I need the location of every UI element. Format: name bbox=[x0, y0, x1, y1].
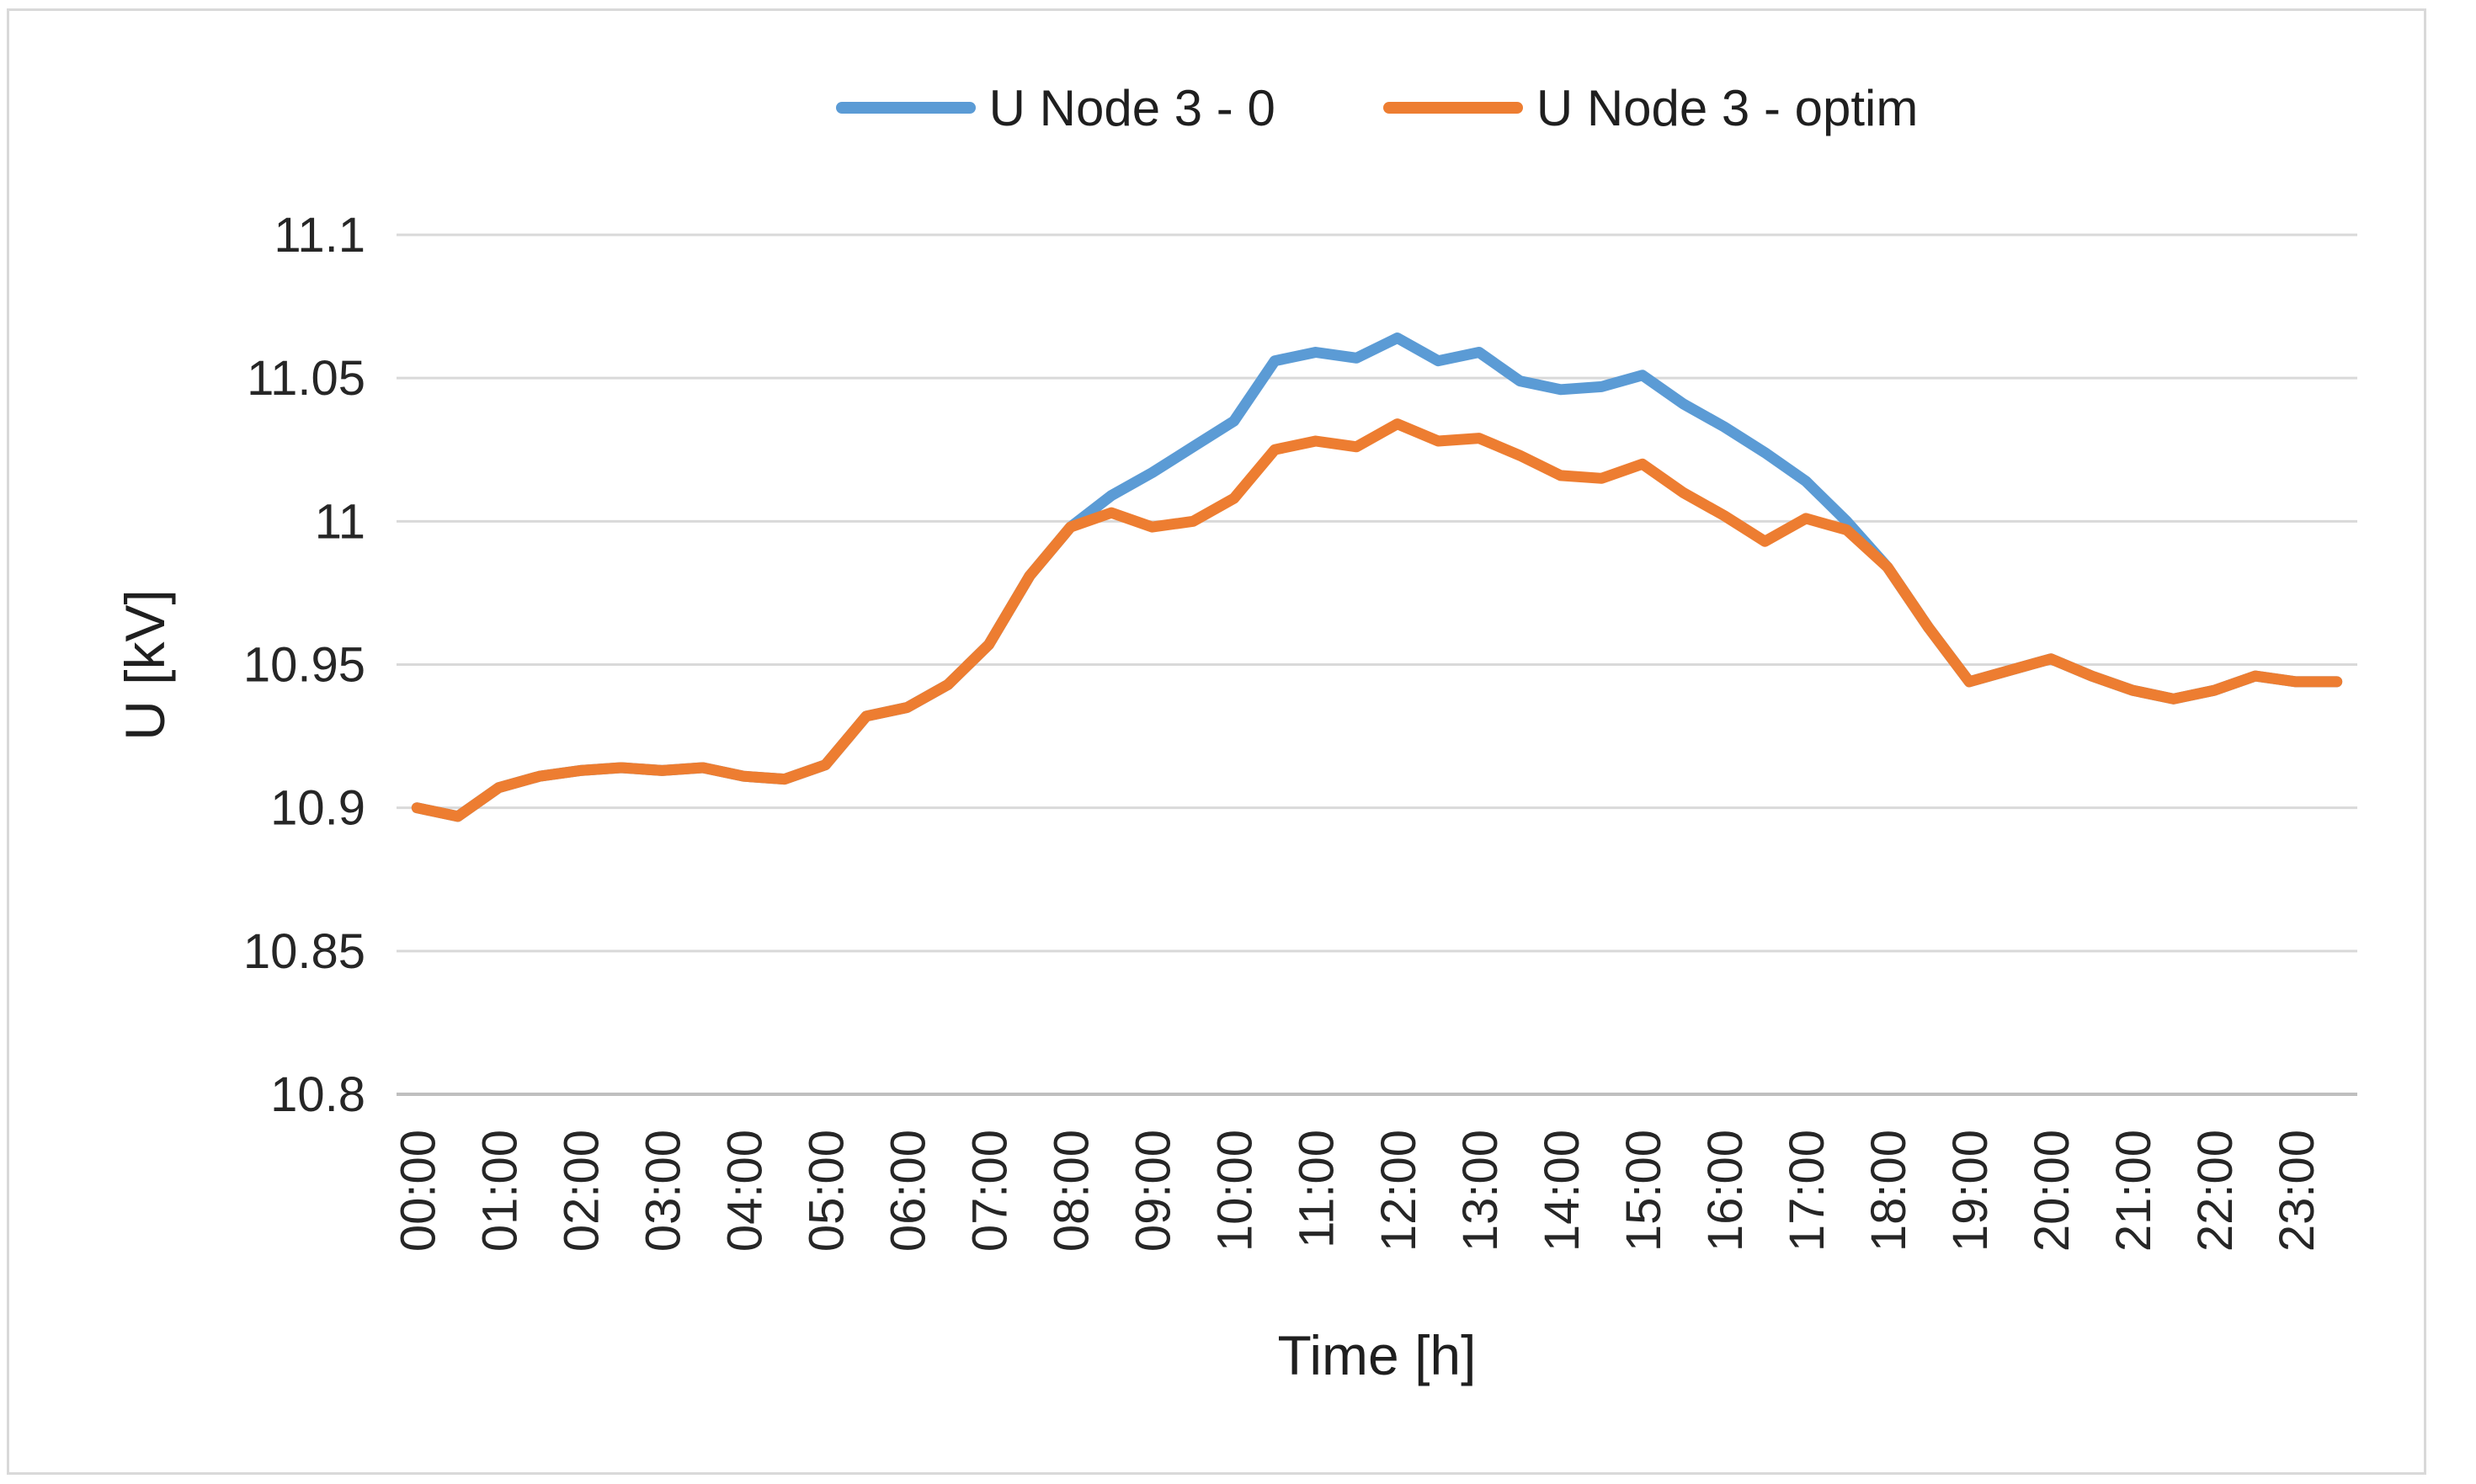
x-tick-label: 06:00 bbox=[881, 1130, 936, 1252]
x-tick-label: 00:00 bbox=[391, 1130, 445, 1252]
x-tick-label: 21:00 bbox=[2106, 1130, 2161, 1252]
legend-label: U Node 3 - 0 bbox=[988, 79, 1275, 136]
x-tick-label: 13:00 bbox=[1453, 1130, 1508, 1252]
y-tick-label: 10.85 bbox=[243, 924, 365, 979]
x-tick-label: 23:00 bbox=[2270, 1130, 2324, 1252]
legend-swatch-blue-line bbox=[835, 102, 976, 114]
x-tick-label: 22:00 bbox=[2188, 1130, 2243, 1252]
y-tick-label: 11 bbox=[315, 494, 365, 549]
y-tick-label: 10.95 bbox=[243, 638, 365, 693]
y-tick-label: 10.8 bbox=[270, 1067, 365, 1122]
legend-label: U Node 3 - optim bbox=[1536, 79, 1919, 136]
chart-frame bbox=[7, 8, 2426, 1475]
series-line-u-node-3-optim[interactable] bbox=[411, 418, 2343, 822]
x-tick-label: 16:00 bbox=[1698, 1130, 1753, 1252]
legend-item-u-node-3-0[interactable]: U Node 3 - 0 bbox=[835, 79, 1275, 137]
x-tick-label: 15:00 bbox=[1616, 1130, 1671, 1252]
x-tick-label: 19:00 bbox=[1943, 1130, 1998, 1252]
legend-swatch-orange-line bbox=[1382, 102, 1523, 114]
x-tick-label: 05:00 bbox=[799, 1130, 854, 1252]
x-axis-title: Time [h] bbox=[1277, 1324, 1477, 1386]
y-axis-title: U [kV] bbox=[114, 589, 176, 741]
legend: U Node 3 - 0 U Node 3 - optim bbox=[397, 72, 2357, 143]
series-line-u-node-3-0[interactable] bbox=[411, 332, 2343, 822]
legend-item-u-node-3-optim[interactable]: U Node 3 - optim bbox=[1382, 79, 1919, 137]
x-tick-label: 17:00 bbox=[1780, 1130, 1834, 1252]
x-tick-label: 02:00 bbox=[554, 1130, 609, 1252]
x-tick-label: 20:00 bbox=[2025, 1130, 2079, 1252]
x-tick-label: 10:00 bbox=[1208, 1130, 1263, 1252]
y-tick-label: 11.1 bbox=[274, 208, 365, 263]
y-tick-label: 11.05 bbox=[247, 351, 365, 406]
x-tick-label: 08:00 bbox=[1045, 1130, 1100, 1252]
x-tick-label: 09:00 bbox=[1126, 1130, 1181, 1252]
x-tick-label: 03:00 bbox=[636, 1130, 690, 1252]
x-tick-label: 12:00 bbox=[1371, 1130, 1426, 1252]
x-tick-label: 04:00 bbox=[717, 1130, 772, 1252]
y-tick-label: 10.9 bbox=[270, 781, 365, 836]
x-tick-label: 01:00 bbox=[472, 1130, 527, 1252]
x-tick-label: 14:00 bbox=[1535, 1130, 1589, 1252]
x-tick-label: 11:00 bbox=[1290, 1130, 1344, 1248]
x-tick-label: 18:00 bbox=[1861, 1130, 1916, 1252]
x-tick-label: 07:00 bbox=[963, 1130, 1018, 1252]
